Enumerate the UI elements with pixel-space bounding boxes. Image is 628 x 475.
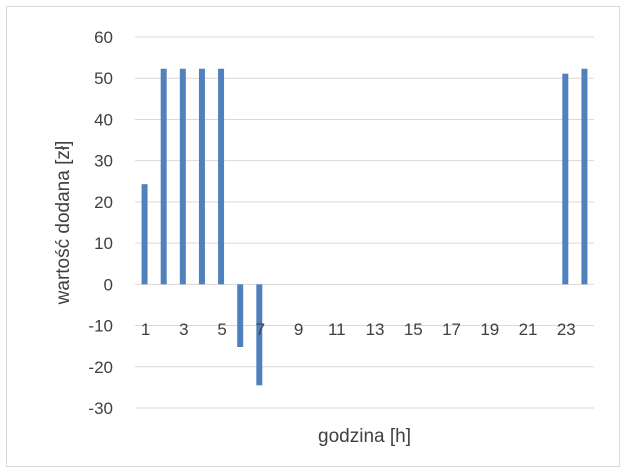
bar bbox=[237, 284, 244, 347]
y-tick-label: 20 bbox=[94, 193, 113, 212]
x-tick-label: 21 bbox=[519, 320, 538, 339]
y-tick-label: 40 bbox=[94, 110, 113, 129]
y-tick-labels: -30 -20 -10 0 10 20 30 40 50 60 bbox=[88, 28, 113, 418]
y-tick-label: 50 bbox=[94, 69, 113, 88]
bar bbox=[141, 184, 148, 285]
x-tick-label: 19 bbox=[480, 320, 499, 339]
y-tick-label: -10 bbox=[88, 317, 113, 336]
x-tick-label: 3 bbox=[179, 320, 188, 339]
x-tick-label: 15 bbox=[404, 320, 423, 339]
bar bbox=[562, 73, 569, 285]
bar bbox=[179, 68, 186, 285]
x-tick-label: 7 bbox=[256, 320, 265, 339]
x-tick-label: 13 bbox=[366, 320, 385, 339]
bar bbox=[218, 68, 225, 285]
x-tick-label: 1 bbox=[141, 320, 150, 339]
y-tick-label: 60 bbox=[94, 28, 113, 47]
bar bbox=[256, 284, 263, 386]
y-tick-label: 10 bbox=[94, 234, 113, 253]
x-tick-label: 5 bbox=[217, 320, 226, 339]
x-tick-label: 23 bbox=[557, 320, 576, 339]
x-tick-label: 11 bbox=[328, 320, 346, 339]
x-tick-labels: 1 3 5 7 9 11 13 15 17 19 21 23 bbox=[141, 320, 576, 339]
bar bbox=[160, 68, 167, 285]
gridlines bbox=[135, 36, 594, 409]
y-tick-label: -20 bbox=[88, 358, 113, 377]
x-tick-label: 17 bbox=[442, 320, 461, 339]
chart-frame bbox=[6, 6, 620, 467]
y-axis-title: wartość dodana [zł] bbox=[53, 141, 74, 306]
y-tick-label: 30 bbox=[94, 152, 113, 171]
bar bbox=[198, 68, 205, 285]
y-tick-label: 0 bbox=[104, 275, 113, 294]
y-tick-label: -30 bbox=[88, 399, 113, 418]
bars bbox=[141, 68, 588, 386]
x-tick-label: 9 bbox=[294, 320, 303, 339]
x-axis-title: godzina [h] bbox=[318, 426, 411, 447]
bar bbox=[581, 68, 588, 285]
